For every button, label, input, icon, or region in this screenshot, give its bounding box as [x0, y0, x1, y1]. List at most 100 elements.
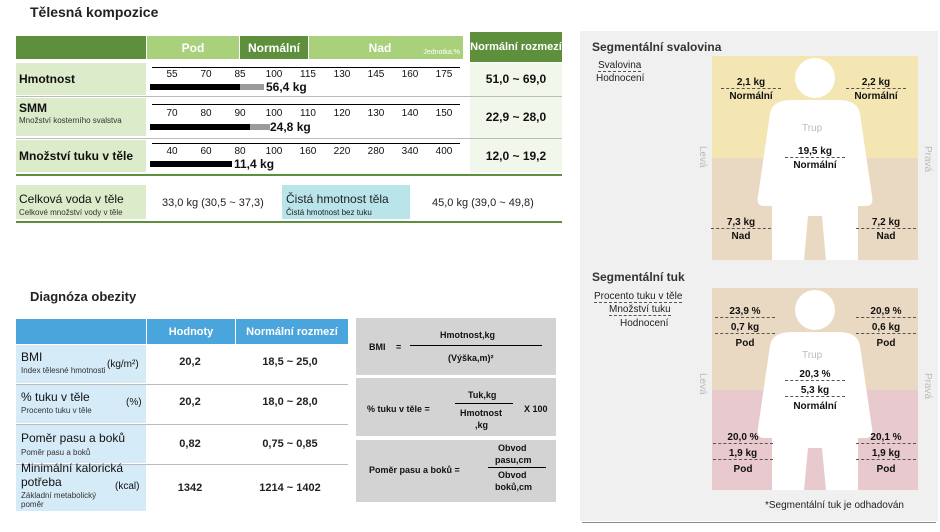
- fat-formula-den1: Hmotnost: [460, 408, 502, 418]
- fat-trunk-kg: 5,3 kg: [785, 385, 845, 397]
- obesity-header-bar: [16, 319, 146, 344]
- tick: 70: [200, 69, 212, 80]
- bar-smm-tail: [250, 124, 270, 130]
- range-hmotnost: 51,0 ~ 69,0: [485, 72, 547, 86]
- whr-formula-label: Poměr pasu a boků =: [369, 465, 460, 475]
- tick: 55: [166, 69, 178, 80]
- fat-left-arm-eval: Pod: [735, 338, 755, 349]
- fraction-line: [455, 403, 513, 404]
- whr-range: 0,75 ~ 0,85: [262, 438, 318, 450]
- row-label-fat: Množství tuku v těle: [19, 149, 134, 163]
- segmental-fat-title: Segmentální tuk: [592, 270, 685, 284]
- bmi-range: 18,5 ~ 25,0: [262, 356, 318, 368]
- bmi-formula-eq: =: [396, 342, 402, 352]
- fat-right-leg-eval: Pod: [876, 464, 896, 475]
- bmr-unit: (kcal): [115, 481, 140, 492]
- fat-pct-value: 20,2: [179, 396, 201, 408]
- tick: 160: [299, 146, 317, 157]
- lean-value: 45,0 kg (39,0 ~ 49,8): [432, 197, 534, 209]
- tick: 100: [265, 146, 283, 157]
- tick: 130: [333, 69, 351, 80]
- bmi-formula-den: (Výška,m)²: [448, 353, 494, 363]
- bmi-formula-num: Hmotnost,kg: [440, 330, 495, 340]
- fat-right-arm-pct: 20,9 %: [856, 306, 916, 318]
- whr-label: Poměr pasu a boků: [21, 431, 126, 445]
- muscle-left-arm-eval: Normální: [729, 91, 773, 102]
- bmi-unit: (kg/m²): [107, 359, 139, 370]
- muscle-trunk-eval: Normální: [793, 160, 837, 171]
- fat-right-leg-pct: 20,1 %: [856, 432, 916, 444]
- bmi-bg: [16, 345, 146, 383]
- fat-right-arm-kg: 0,6 kg: [856, 322, 916, 334]
- fraction-line: [410, 345, 542, 346]
- tick: 80: [234, 146, 246, 157]
- bar-smm: [150, 124, 252, 130]
- formula-fat: [356, 378, 556, 436]
- header-bar: [16, 36, 146, 59]
- fat-pct-bg: [16, 385, 146, 423]
- value-hmotnost: 56,4 kg: [266, 80, 307, 94]
- muscle-legend-1: Svalovina: [598, 60, 642, 72]
- bmi-value: 20,2: [179, 356, 201, 368]
- body-silhouette-fat: [757, 290, 873, 490]
- fat-legend-2: Množství tuku: [609, 304, 671, 316]
- divider: [16, 96, 562, 97]
- bmi-label: BMI: [21, 350, 43, 364]
- tick: 110: [300, 108, 316, 119]
- body-composition-title: Tělesná kompozice: [30, 4, 159, 20]
- whr-value: 0,82: [179, 438, 201, 450]
- row-label-hmotnost: Hmotnost: [19, 72, 75, 86]
- fat-formula-mult: X 100: [524, 404, 548, 414]
- divider: [16, 424, 348, 425]
- fat-formula-label: % tuku v těle =: [367, 404, 430, 414]
- muscle-left-arm-kg: 2,1 kg: [721, 77, 781, 89]
- fat-legend-3: Hodnocení: [620, 318, 669, 329]
- formula-bmi: [356, 318, 556, 375]
- fat-right-side: Pravá: [922, 373, 933, 400]
- fat-trunk-pct: 20,3 %: [785, 369, 845, 381]
- tick: 100: [265, 108, 283, 119]
- row-label-smm: SMM: [19, 101, 47, 115]
- range-fat: 12,0 ~ 19,2: [485, 149, 547, 163]
- header-unit: Jednotka:%: [423, 49, 460, 56]
- water-sub: Celkové množství vody v těle: [19, 208, 123, 217]
- tick: 160: [401, 69, 419, 80]
- fat-left-arm-pct: 23,9 %: [715, 306, 775, 318]
- water-label: Celková voda v těle: [19, 192, 124, 206]
- scale-rule: [152, 143, 460, 144]
- muscle-left-side: Levá: [697, 146, 708, 168]
- tick: 90: [234, 108, 246, 119]
- bmr-bg: [16, 465, 146, 511]
- fat-left-leg-eval: Pod: [733, 464, 753, 475]
- header-normal-range: Normální rozmezí: [236, 319, 348, 344]
- tick: 145: [367, 69, 385, 80]
- fat-left-leg-kg: 1,9 kg: [713, 448, 773, 460]
- muscle-right-side: Pravá: [922, 146, 933, 173]
- row-sub-smm: Množství kosterního svalstva: [19, 116, 122, 125]
- row-bg-smm: [16, 98, 146, 136]
- divider: [16, 138, 562, 139]
- tick: 175: [435, 69, 453, 80]
- whr-formula-den1: Obvod: [498, 470, 527, 480]
- bar-hmotnost-tail: [240, 84, 264, 90]
- muscle-trunk-label: Trup: [802, 123, 823, 134]
- fat-left-side: Levá: [697, 373, 708, 395]
- bmi-sub: Index tělesné hmotnosti: [21, 366, 106, 375]
- fat-right-arm-eval: Pod: [876, 338, 896, 349]
- tick: 120: [333, 108, 351, 119]
- tick: 220: [333, 146, 351, 157]
- whr-formula-den2: boků,cm: [495, 482, 533, 492]
- bmr-range: 1214 ~ 1402: [259, 482, 321, 494]
- lean-sub: Čistá hmotnost bez tuku: [286, 208, 372, 217]
- body-silhouette-muscle: [757, 58, 873, 260]
- muscle-right-arm-kg: 2,2 kg: [846, 77, 906, 89]
- header-nad: Nad Jednotka:%: [309, 36, 463, 59]
- tick: 70: [166, 108, 178, 119]
- range-col-bg: [470, 63, 562, 172]
- tick: 40: [166, 146, 178, 157]
- bmr-value: 1342: [177, 482, 203, 494]
- fat-legend-1: Procento tuku v těle: [594, 291, 683, 303]
- obesity-title: Diagnóza obezity: [30, 289, 137, 304]
- row-bg-hmotnost: [16, 63, 146, 95]
- water-bg: [16, 185, 146, 219]
